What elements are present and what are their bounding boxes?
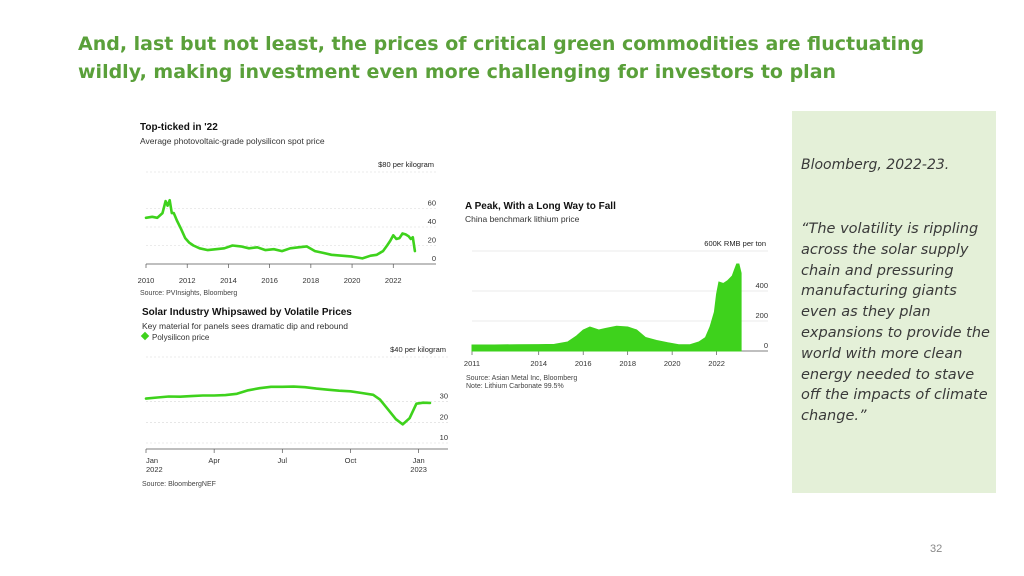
chart-plot: 600K RMB per ton 400 200 0 2011 2014 2016 2018 2… [464, 239, 768, 368]
y-tick-label: 0 [432, 254, 436, 263]
x-tick-label: 2011 [464, 359, 480, 368]
y-tick-label: 10 [440, 433, 448, 442]
x-tick-label: 2012 [179, 276, 196, 285]
x-tick-label: 2014 [220, 276, 237, 285]
x-tick-label: Apr [208, 456, 220, 465]
unit-label: $40 per kilogram [390, 345, 446, 354]
chart-plot: $40 per kilogram 30 20 10 Jan 2022 Apr Jul Oct Ja… [144, 345, 448, 474]
y-tick-label: 0 [764, 341, 768, 350]
series-line [144, 198, 417, 260]
x-tick-label: 2022 [708, 359, 725, 368]
x-tick-label: 2016 [575, 359, 592, 368]
chart-lithium-price: A Peak, With a Long Way to Fall China be… [462, 197, 784, 393]
quote-text: “The volatility is rippling across the s… [801, 221, 990, 425]
chart-subtitle: China benchmark lithium price [465, 214, 580, 224]
chart-polysilicon-spot: Top-ticked in '22 Average photovoltaic-g… [138, 118, 448, 303]
chart-plot: $80 per kilogram 60 40 20 0 2010 2012 2014 2016 2… [138, 160, 436, 285]
x-tick-label: 2018 [619, 359, 636, 368]
chart-title: Top-ticked in '22 [140, 122, 218, 133]
series-line [144, 385, 432, 426]
y-tick-label: 30 [440, 392, 448, 401]
source-citation: Bloomberg, 2022-23. [801, 157, 950, 173]
chart-note: Note: Lithium Carbonate 99.5% [466, 383, 564, 390]
legend-label: Polysilicon price [152, 333, 210, 342]
unit-label: 600K RMB per ton [704, 239, 766, 248]
x-tick-label: 2022 [385, 276, 402, 285]
page-number: 32 [930, 543, 943, 555]
x-tick-label: Jan 2023 [410, 456, 427, 474]
chart-subtitle: Key material for panels sees dramatic di… [142, 321, 349, 331]
x-tick-label: 2016 [261, 276, 278, 285]
x-tick-label: Jan 2022 [146, 456, 163, 474]
x-tick-label: Oct [345, 456, 358, 465]
series-area [471, 263, 742, 352]
chart-legend: Polysilicon price [140, 331, 210, 342]
x-tick-label: Jul [278, 456, 288, 465]
quote-sidebar: Bloomberg, 2022-23. “The volatility is r… [792, 111, 996, 493]
chart-subtitle: Average photovoltaic-grade polysilicon s… [140, 136, 325, 146]
x-tick-label: 2020 [344, 276, 361, 285]
chart-polysilicon-2022: Solar Industry Whipsawed by Volatile Pri… [138, 305, 453, 493]
slide-title: And, last but not least, the prices of c… [78, 33, 925, 83]
unit-label: $80 per kilogram [378, 160, 434, 169]
y-tick-label: 400 [755, 281, 768, 290]
x-tick-label: 2018 [303, 276, 320, 285]
x-tick-label: 2010 [138, 276, 155, 285]
y-tick-label: 20 [428, 236, 436, 245]
chart-title: Solar Industry Whipsawed by Volatile Pri… [142, 307, 352, 318]
y-tick-label: 40 [428, 217, 436, 226]
chart-source: Source: PVInsights, Bloomberg [140, 290, 238, 297]
y-tick-label: 200 [755, 311, 768, 320]
chart-source: Source: Asian Metal Inc, Bloomberg [466, 375, 578, 382]
x-tick-label: 2014 [530, 359, 547, 368]
chart-title: A Peak, With a Long Way to Fall [465, 201, 616, 212]
chart-source: Source: BloombergNEF [142, 481, 216, 488]
x-tick-label: 2020 [664, 359, 681, 368]
y-tick-label: 60 [428, 199, 436, 208]
y-tick-label: 20 [440, 412, 448, 421]
